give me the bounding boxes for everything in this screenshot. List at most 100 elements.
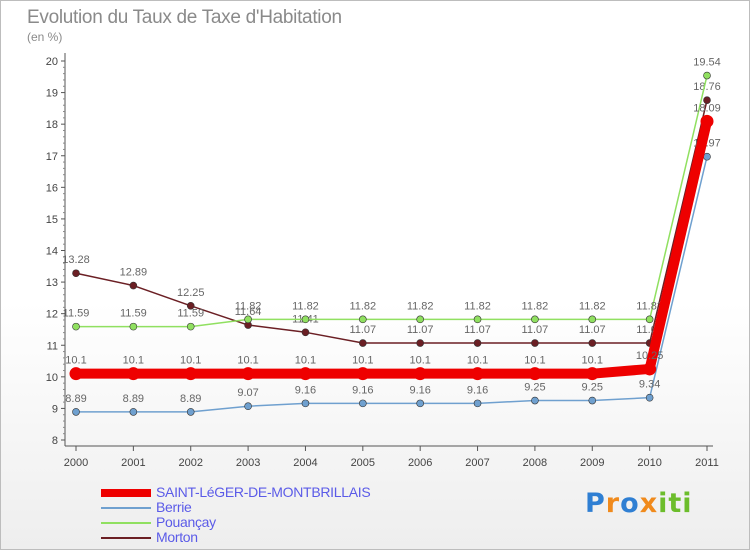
data-label-morton-2006: 11.07 [407, 324, 434, 336]
data-label-saint-l-ger-de-montbrillais-2008: 10.1 [524, 355, 545, 367]
data-point-pouan-ay-2010 [645, 315, 654, 324]
legend-swatch-saint-leger [101, 489, 151, 497]
data-label-saint-l-ger-de-montbrillais-2010: 10.25 [636, 350, 664, 362]
series-line-berrie [75, 155, 708, 413]
data-label-pouan-ay-2004: 11.82 [292, 300, 319, 312]
y-tick-label-11: 11 [47, 340, 58, 352]
y-tick-label-12: 12 [46, 309, 58, 321]
data-point-pouan-ay-2004 [301, 315, 310, 324]
x-tick-label-2011: 2011 [695, 457, 719, 469]
data-point-morton-2008 [531, 339, 539, 347]
data-label-morton-2008: 11.07 [522, 324, 549, 336]
data-label-berrie-2003: 9.07 [237, 387, 258, 399]
data-label-saint-l-ger-de-montbrillais-2011: 18.09 [693, 102, 721, 114]
x-tick-label-2010: 2010 [637, 457, 661, 469]
data-point-saint-l-ger-de-montbrillais-2005 [356, 367, 370, 381]
legend-label-pouancay: Pouançay [156, 514, 216, 530]
data-label-berrie-2008: 9.25 [524, 382, 545, 394]
legend-swatch-pouancay [101, 522, 151, 524]
logo-letter: P [585, 488, 606, 519]
data-label-saint-l-ger-de-montbrillais-2003: 10.1 [237, 355, 258, 367]
y-tick-label-18: 18 [46, 119, 58, 131]
logo-letter: t [668, 488, 683, 519]
data-point-berrie-2011 [703, 152, 711, 161]
data-point-berrie-2000 [72, 408, 80, 416]
data-label-saint-l-ger-de-montbrillais-2004: 10.1 [295, 355, 316, 367]
logo-letter: x [639, 488, 659, 519]
y-tick-label-16: 16 [46, 182, 58, 194]
x-tick-label-2001: 2001 [121, 457, 145, 469]
data-label-berrie-2009: 9.25 [582, 382, 603, 394]
data-point-pouan-ay-2009 [588, 315, 597, 324]
data-label-berrie-2006: 9.16 [409, 384, 430, 396]
data-label-morton-2009: 11.07 [579, 324, 606, 336]
data-point-berrie-2004 [301, 399, 310, 408]
series-pouan-ay: 11.59 11.59 11.59 11.82 11.82 11.82 11.82 11.82… [63, 57, 721, 331]
y-tick-label-14: 14 [46, 246, 58, 258]
x-tick-label-2009: 2009 [580, 457, 604, 469]
data-label-morton-2003: 11.64 [235, 306, 262, 318]
series-line-pouan-ay [75, 74, 708, 328]
x-tick-label-2007: 2007 [465, 457, 489, 469]
data-point-morton-2011 [703, 96, 711, 104]
data-label-saint-l-ger-de-montbrillais-2000: 10.1 [65, 355, 86, 367]
data-point-morton-2007 [473, 339, 482, 347]
data-point-berrie-2001 [129, 408, 138, 416]
data-label-saint-l-ger-de-montbrillais-2001: 10.1 [123, 355, 144, 367]
data-label-pouan-ay-2003: 11.82 [235, 300, 262, 312]
data-label-morton-2002: 12.25 [177, 287, 205, 299]
data-point-morton-2000 [72, 269, 80, 278]
logo-letter: r [605, 488, 621, 519]
y-tick-label-13: 13 [46, 277, 58, 289]
data-label-pouan-ay-2009: 11.82 [579, 300, 606, 312]
proxiti-logo: Proxiti [585, 488, 693, 519]
legend-swatch-morton [101, 537, 151, 539]
data-point-morton-2005 [359, 339, 367, 347]
data-label-pouan-ay-2000: 11.59 [63, 308, 90, 320]
data-label-berrie-2007: 9.16 [467, 384, 488, 396]
data-label-saint-l-ger-de-montbrillais-2006: 10.1 [409, 355, 430, 367]
y-tick-label-15: 15 [46, 214, 58, 226]
data-point-morton-2006 [416, 339, 424, 347]
series-morton: 13.2812.8912.2511.6411.4111.0711.0711.07… [62, 81, 721, 347]
x-tick-label-2005: 2005 [351, 457, 375, 469]
data-point-morton-2009 [588, 339, 597, 347]
legend-label-morton: Morton [156, 529, 198, 545]
data-point-morton-2002 [186, 301, 195, 310]
data-label-morton-2011: 18.76 [693, 81, 721, 93]
data-label-morton-2005: 11.07 [349, 324, 376, 336]
chart-subtitle: (en %) [27, 30, 63, 44]
chart-title: Evolution du Taux de Taxe d'Habitation [27, 7, 342, 28]
data-point-pouan-ay-2005 [359, 315, 367, 324]
data-point-berrie-2007 [473, 399, 482, 408]
data-point-saint-l-ger-de-montbrillais-2004 [298, 367, 312, 381]
data-point-pouan-ay-2011 [703, 71, 711, 80]
x-tick-label-2000: 2000 [64, 457, 88, 469]
data-label-berrie-2002: 8.89 [180, 393, 201, 405]
data-label-berrie-2001: 8.89 [123, 393, 144, 405]
data-label-pouan-ay-2008: 11.82 [522, 300, 549, 312]
data-point-pouan-ay-2007 [473, 315, 482, 324]
data-label-pouan-ay-2005: 11.82 [349, 300, 376, 312]
data-point-saint-l-ger-de-montbrillais-2009 [585, 367, 599, 381]
data-label-morton-2001: 12.89 [120, 267, 148, 279]
data-point-berrie-2002 [186, 408, 195, 416]
data-point-berrie-2010 [645, 393, 654, 402]
data-point-berrie-2005 [359, 399, 367, 408]
data-point-saint-l-ger-de-montbrillais-2010 [643, 362, 657, 376]
data-label-saint-l-ger-de-montbrillais-2005: 10.1 [352, 355, 373, 367]
y-tick-label-20: 20 [46, 56, 58, 68]
data-label-saint-l-ger-de-montbrillais-2002: 10.1 [180, 355, 201, 367]
data-point-berrie-2006 [416, 399, 424, 408]
y-tick-label-8: 8 [52, 435, 58, 447]
y-tick-label-9: 9 [52, 403, 58, 415]
series-saint-l-ger-de-montbrillais: 10.1 10.1 10.1 10.1 10.1 10.1 10.1 10.1 10.1 10.1… [65, 102, 721, 381]
line-chart: 8 9 10 11 12 13 14 15 16 17 18 19 20 2000 2001 2002 2003… [46, 53, 721, 469]
data-point-pouan-ay-2006 [416, 315, 424, 324]
series-line-morton [75, 99, 708, 344]
data-point-morton-2001 [129, 281, 138, 290]
data-point-pouan-ay-2000 [72, 322, 80, 331]
data-label-saint-l-ger-de-montbrillais-2007: 10.1 [467, 355, 488, 367]
legend-label-saint-leger: SAINT-LéGER-DE-MONTBRILLAIS [156, 484, 371, 500]
data-label-saint-l-ger-de-montbrillais-2009: 10.1 [582, 355, 603, 367]
